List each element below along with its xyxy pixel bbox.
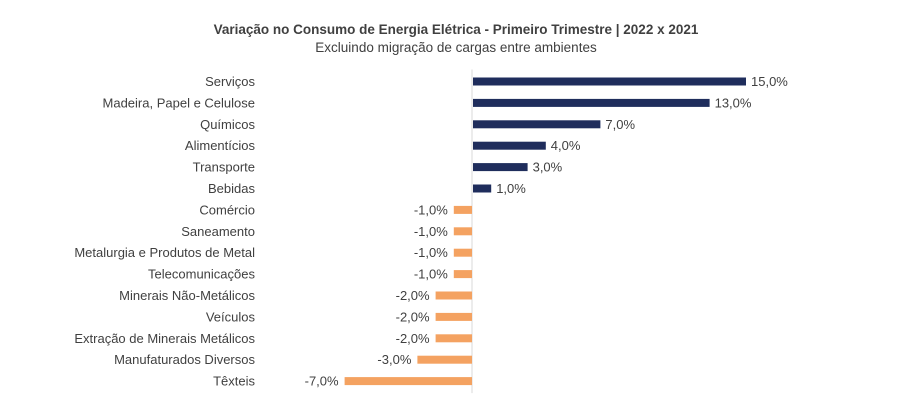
- category-label: Serviços: [205, 74, 255, 89]
- bar-positive: [473, 163, 528, 171]
- bar-negative: [345, 377, 472, 385]
- bar-negative: [454, 270, 472, 278]
- data-label: -1,0%: [414, 224, 448, 239]
- bar-negative: [436, 334, 472, 342]
- bar-negative: [454, 249, 472, 257]
- bar-positive: [473, 99, 710, 107]
- category-label: Saneamento: [181, 224, 255, 239]
- chart-container: Variação no Consumo de Energia Elétrica …: [0, 0, 912, 418]
- bar-positive: [473, 120, 600, 128]
- category-label: Químicos: [200, 117, 255, 132]
- bar-negative: [436, 313, 472, 321]
- bar-positive: [473, 142, 546, 150]
- category-label: Telecomunicações: [148, 267, 255, 282]
- category-label: Bebidas: [208, 181, 255, 196]
- category-label: Metalurgia e Produtos de Metal: [74, 245, 255, 260]
- data-label: 4,0%: [551, 138, 581, 153]
- category-label: Comércio: [199, 202, 255, 217]
- category-label: Madeira, Papel e Celulose: [103, 95, 255, 110]
- data-label: -3,0%: [377, 352, 411, 367]
- data-label: 13,0%: [715, 95, 752, 110]
- data-label: -1,0%: [414, 202, 448, 217]
- bar-positive: [473, 78, 746, 86]
- data-label: -1,0%: [414, 267, 448, 282]
- category-label: Manufaturados Diversos: [114, 352, 255, 367]
- data-label: -2,0%: [396, 331, 430, 346]
- data-label: 15,0%: [751, 74, 788, 89]
- bar-negative: [436, 292, 472, 300]
- bar-negative: [454, 227, 472, 235]
- category-label: Transporte: [193, 160, 255, 175]
- bar-chart-plot: Serviços 15,0% Madeira, Papel e Celulose 13…: [0, 0, 912, 418]
- bar-negative: [454, 206, 472, 214]
- data-label: 7,0%: [605, 117, 635, 132]
- category-label: Extração de Minerais Metálicos: [74, 331, 255, 346]
- category-label: Têxteis: [213, 374, 255, 389]
- data-label: -7,0%: [305, 374, 339, 389]
- bar-negative: [417, 356, 472, 364]
- data-label: -1,0%: [414, 245, 448, 260]
- category-label: Veículos: [206, 309, 256, 324]
- category-label: Alimentícios: [185, 138, 256, 153]
- data-label: -2,0%: [396, 288, 430, 303]
- data-label: -2,0%: [396, 309, 430, 324]
- bar-positive: [473, 185, 491, 193]
- category-label: Minerais Não-Metálicos: [119, 288, 255, 303]
- data-label: 3,0%: [533, 160, 563, 175]
- data-label: 1,0%: [496, 181, 526, 196]
